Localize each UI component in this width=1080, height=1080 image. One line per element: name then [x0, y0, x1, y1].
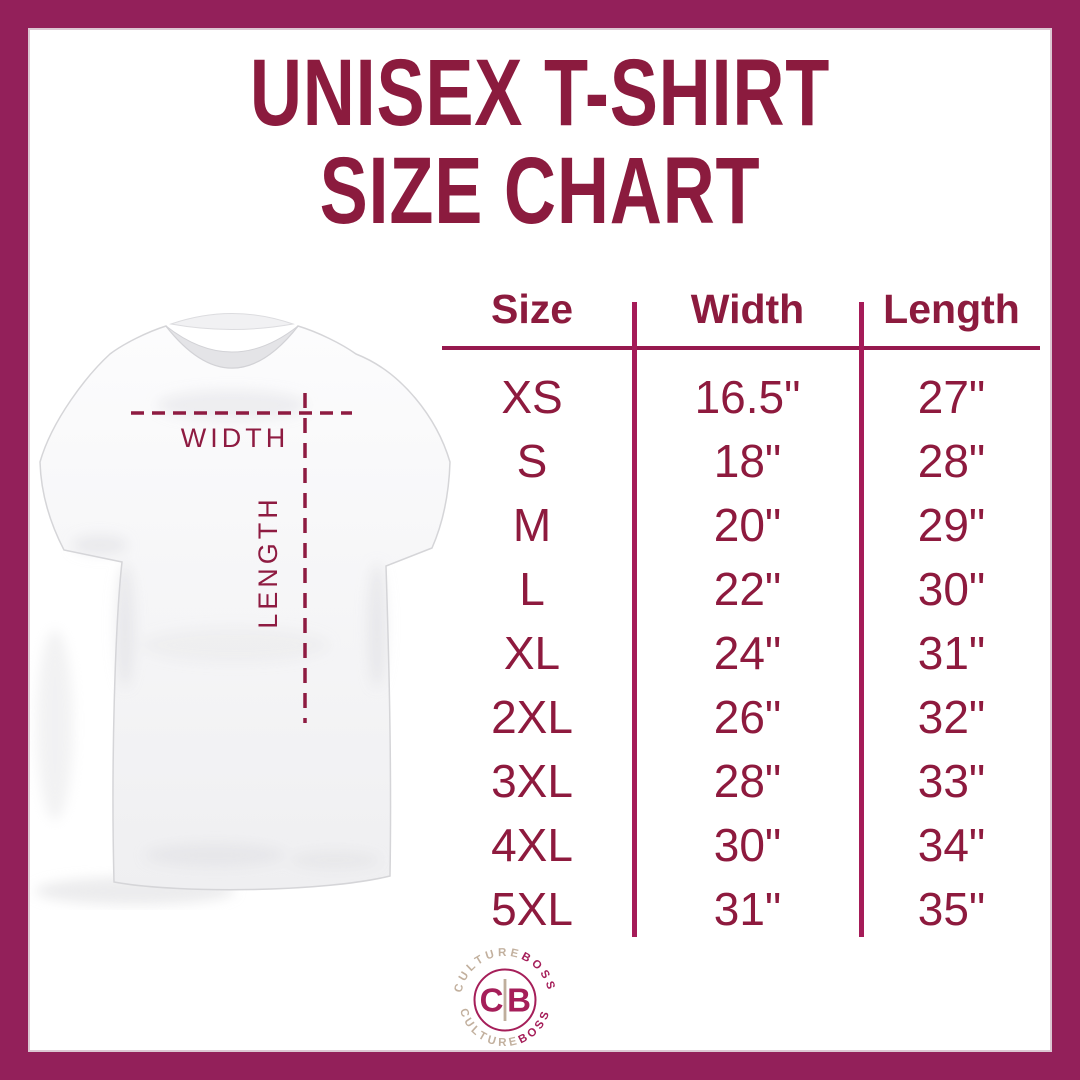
table-row: L 22" 30" — [432, 557, 1040, 621]
width-label: WIDTH — [181, 423, 289, 453]
table-row: 5XL 31" 35" — [432, 877, 1040, 941]
length-cell: 35" — [917, 883, 986, 935]
length-cell: 30" — [917, 563, 986, 615]
column-divider-1 — [632, 302, 637, 937]
logo-monogram-c: C — [480, 982, 504, 1019]
length-cell: 27" — [917, 371, 986, 423]
size-cell: 2XL — [491, 691, 573, 743]
size-cell: XL — [503, 627, 561, 679]
collar-back — [169, 313, 295, 330]
width-cell: 26" — [713, 691, 782, 743]
column-divider-2 — [859, 302, 864, 937]
size-cell: 4XL — [491, 819, 573, 871]
table-row: S 18" 28" — [432, 429, 1040, 493]
length-cell: 34" — [917, 819, 986, 871]
width-cell: 30" — [713, 819, 782, 871]
width-cell: 28" — [713, 755, 782, 807]
header-length: Length — [883, 285, 1020, 332]
table-row: 2XL 26" 32" — [432, 685, 1040, 749]
table-row: 4XL 30" 34" — [432, 813, 1040, 877]
title-line-2: SIZE CHART — [319, 138, 761, 244]
length-label: LENGTH — [253, 495, 283, 629]
size-cell: 3XL — [491, 755, 573, 807]
size-cell: M — [512, 499, 552, 551]
size-cell: L — [519, 563, 545, 615]
logo-monogram-divider — [503, 979, 507, 1021]
length-cell: 28" — [917, 435, 986, 487]
page-title: UNISEX T-SHIRT SIZE CHART — [0, 44, 1080, 240]
length-cell: 33" — [917, 755, 986, 807]
size-cell: S — [516, 435, 548, 487]
logo-monogram-b: B — [507, 982, 531, 1019]
header-underline — [442, 346, 1040, 350]
length-cell: 29" — [917, 499, 986, 551]
cultureboss-logo: CULTUREBOSS CULTUREBOSS C B — [453, 947, 555, 1049]
tshirt-body — [39, 325, 451, 891]
title-line-1: UNISEX T-SHIRT — [249, 40, 831, 146]
width-cell: 24" — [713, 627, 782, 679]
length-cell: 31" — [917, 627, 986, 679]
width-cell: 18" — [713, 435, 782, 487]
length-cell: 32" — [917, 691, 986, 743]
table-header-row: Size Width Length — [432, 278, 1040, 340]
header-size: Size — [490, 285, 574, 332]
tshirt-illustration: WIDTH LENGTH — [35, 313, 451, 905]
logo-inner-ring — [473, 968, 537, 1032]
width-cell: 20" — [713, 499, 782, 551]
header-width: Width — [690, 285, 805, 332]
collar-band — [165, 325, 299, 369]
size-cell: XS — [501, 371, 563, 423]
width-cell: 22" — [713, 563, 782, 615]
table-row: XS 16.5" 27" — [432, 365, 1040, 429]
width-cell: 16.5" — [694, 371, 801, 423]
width-cell: 31" — [713, 883, 782, 935]
size-cell: 5XL — [491, 883, 573, 935]
table-row: 3XL 28" 33" — [432, 749, 1040, 813]
table-row: XL 24" 31" — [432, 621, 1040, 685]
table-row: M 20" 29" — [432, 493, 1040, 557]
shirt-fold-shading — [72, 390, 387, 869]
